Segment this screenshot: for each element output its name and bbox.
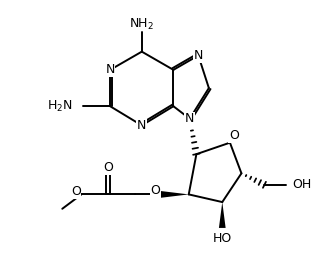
Text: N: N (185, 112, 194, 125)
Text: O: O (229, 129, 239, 143)
Text: N: N (105, 63, 115, 76)
Text: HO: HO (213, 232, 232, 245)
Text: N: N (194, 49, 203, 62)
Text: O: O (71, 185, 80, 198)
Text: N: N (137, 119, 146, 132)
Polygon shape (219, 202, 226, 228)
Text: O: O (150, 184, 160, 197)
Text: OH: OH (292, 178, 311, 191)
Text: NH$_2$: NH$_2$ (129, 17, 154, 32)
Text: O: O (103, 161, 113, 174)
Text: H$_2$N: H$_2$N (47, 99, 73, 114)
Polygon shape (161, 191, 189, 198)
